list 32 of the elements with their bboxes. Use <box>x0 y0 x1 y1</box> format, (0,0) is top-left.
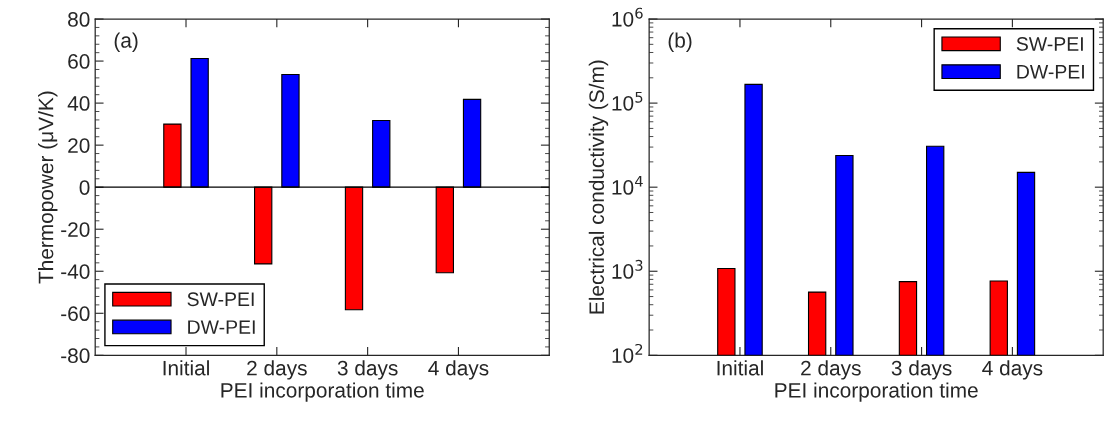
x-tick-label: 3 days <box>891 360 952 380</box>
legend-label: SW-PEI <box>187 292 254 307</box>
y-axis-title: Electrical conductivity (S/m) <box>588 60 609 314</box>
y-tick-label: -60 <box>61 306 90 322</box>
y-tick-label: 80 <box>68 12 90 27</box>
x-axis-title: PEI incorporation time <box>775 382 978 402</box>
legend-label: DW-PEI <box>188 320 255 334</box>
y-tick-label: 0 <box>79 180 90 195</box>
x-tick-label: 2 days <box>247 360 307 380</box>
y-tick-label: 20 <box>68 138 90 153</box>
y-axis-title: Thermopower (μV/K) <box>38 91 58 284</box>
x-tick-label: Initial <box>717 360 763 376</box>
y-tick-label: 40 <box>67 96 90 111</box>
y-tick-label: 10$^{5}$ <box>612 91 643 111</box>
legend-label: DW-PEI <box>1017 65 1084 79</box>
y-tick-label: -40 <box>61 264 90 279</box>
annotation: (a) <box>114 32 138 52</box>
x-tick-label: 3 days <box>337 360 398 380</box>
y-tick-label: 10$^{2}$ <box>612 343 643 363</box>
y-tick-label: -80 <box>61 348 90 364</box>
y-tick-label: 10$^{3}$ <box>612 259 643 279</box>
annotation: (b) <box>668 32 692 52</box>
legend-label: SW-PEI <box>1016 37 1083 51</box>
y-tick-label: 10$^{6}$ <box>612 7 643 27</box>
x-axis-title: PEI incorporation time <box>221 382 424 402</box>
x-tick-label: 4 days <box>982 360 1043 380</box>
y-tick-label: -20 <box>61 222 90 237</box>
x-tick-label: 2 days <box>801 360 861 380</box>
x-tick-label: Initial <box>163 360 209 376</box>
x-tick-label: 4 days <box>428 360 489 380</box>
y-tick-label: 60 <box>68 54 90 69</box>
y-tick-label: 10$^{4}$ <box>612 175 643 195</box>
